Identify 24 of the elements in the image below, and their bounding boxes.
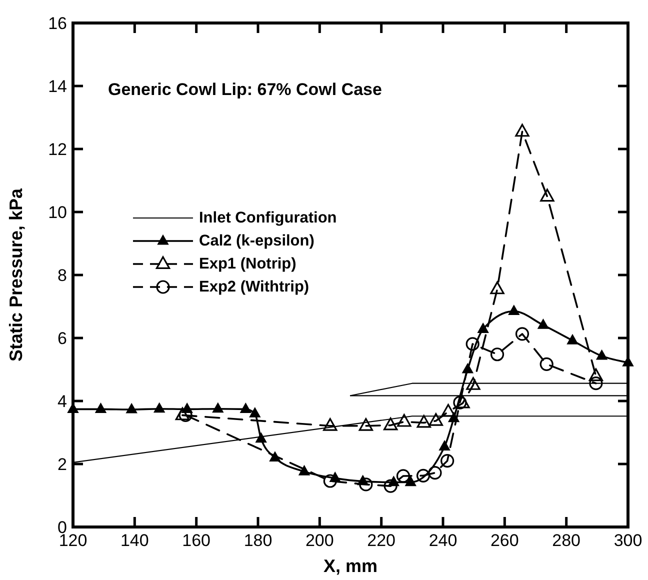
y-tick-label: 6 — [58, 329, 67, 348]
legend-label: Exp2 (Withtrip) — [199, 278, 310, 296]
legend-label: Cal2 (k-epsilon) — [199, 232, 314, 250]
y-tick-label: 14 — [48, 77, 67, 96]
legend-label: Exp1 (Notrip) — [199, 256, 296, 272]
y-axis-title: Static Pressure, kPa — [6, 187, 26, 362]
x-tick-label: 220 — [367, 531, 396, 550]
y-tick-label: 10 — [48, 203, 67, 222]
x-tick-label: 280 — [552, 531, 581, 550]
x-tick-label: 160 — [182, 531, 211, 550]
x-axis-title: X, mm — [323, 556, 378, 576]
x-tick-label: 200 — [305, 531, 334, 550]
x-tick-label: 180 — [244, 531, 272, 550]
y-tick-label: 16 — [48, 14, 67, 33]
y-tick-label: 12 — [48, 140, 67, 159]
text: Generic Cowl Lip: 67% Cowl Case — [108, 80, 382, 99]
legend-label: Inlet Configuration — [199, 210, 337, 226]
x-tick-label: 260 — [490, 531, 519, 550]
y-tick-label: 8 — [58, 266, 67, 285]
y-tick-label: 2 — [58, 455, 67, 474]
x-tick-label: 140 — [120, 531, 149, 550]
y-tick-label: 4 — [58, 392, 67, 411]
x-tick-label: 240 — [428, 531, 458, 550]
x-tick-label: 300 — [614, 531, 642, 550]
